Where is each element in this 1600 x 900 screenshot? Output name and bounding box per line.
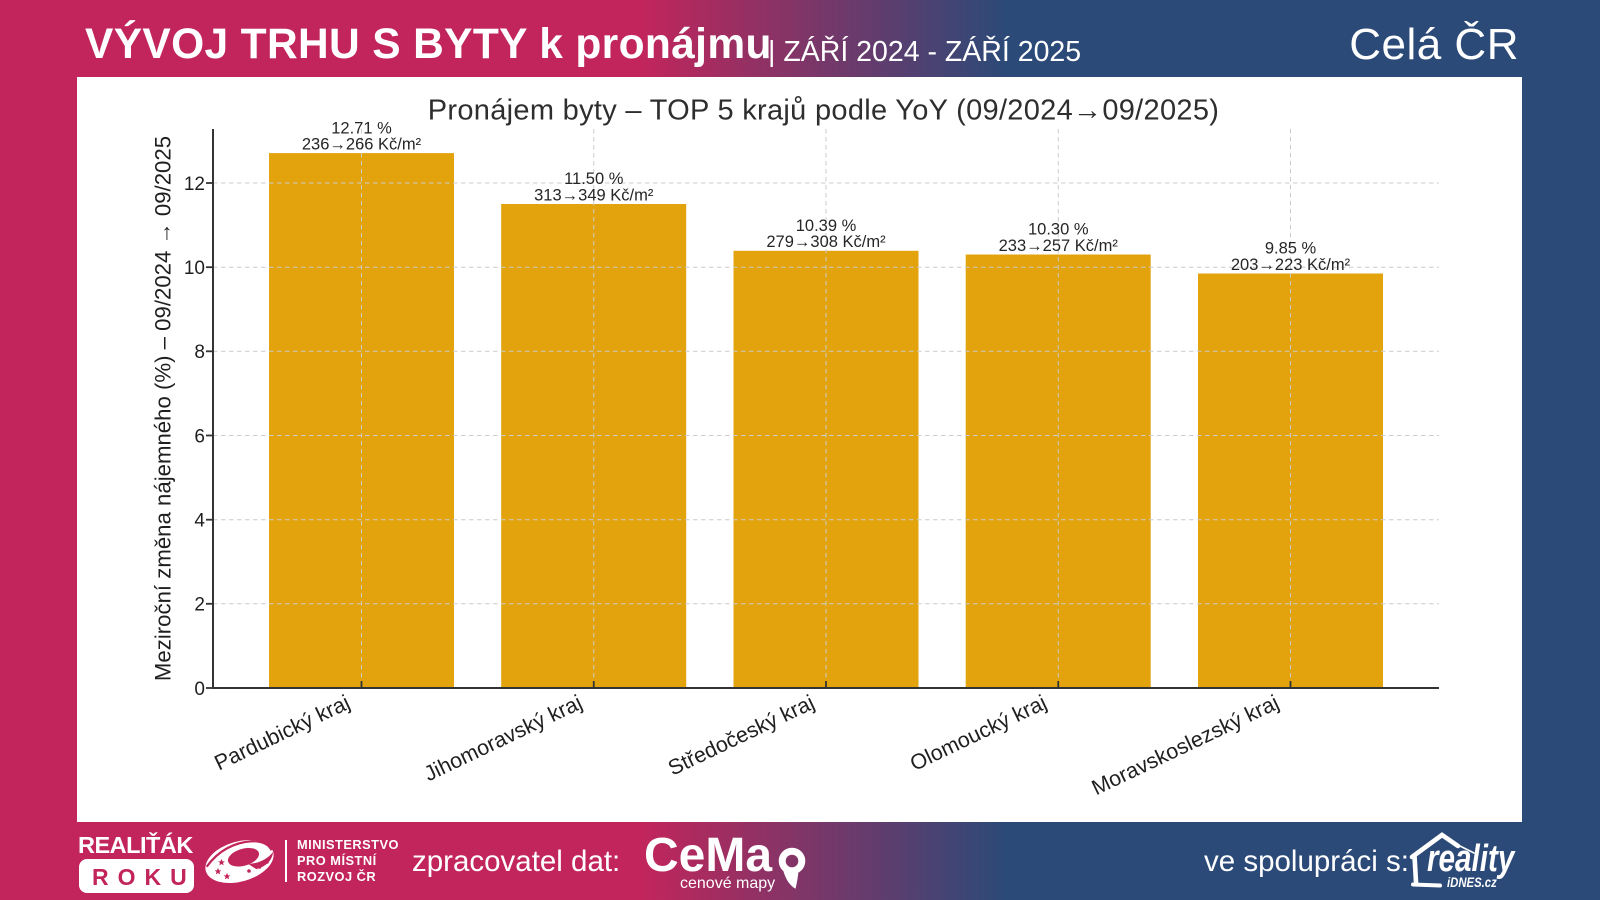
svg-text:6: 6 — [194, 426, 205, 447]
svg-text:9.85 %: 9.85 % — [1265, 240, 1317, 258]
svg-text:10.39 %: 10.39 % — [796, 217, 857, 235]
svg-text:Meziroční změna nájemného (%): Meziroční změna nájemného (%) – 09/2024 … — [151, 136, 176, 681]
svg-text:233→257 Kč/m²: 233→257 Kč/m² — [999, 237, 1119, 255]
svg-text:12.71 %: 12.71 % — [331, 119, 392, 137]
svg-text:Jihomoravský kraj: Jihomoravský kraj — [420, 690, 586, 786]
svg-text:Středočeský kraj: Středočeský kraj — [664, 690, 818, 780]
svg-text:279→308 Kč/m²: 279→308 Kč/m² — [766, 233, 886, 251]
svg-text:Pronájem byty – TOP 5 krajů po: Pronájem byty – TOP 5 krajů podle YoY (0… — [428, 95, 1219, 127]
svg-text:0: 0 — [194, 679, 205, 700]
svg-text:2: 2 — [194, 595, 205, 616]
svg-text:8: 8 — [194, 342, 205, 363]
svg-text:203→223 Kč/m²: 203→223 Kč/m² — [1231, 256, 1351, 274]
svg-text:Olomoucký kraj: Olomoucký kraj — [906, 690, 1050, 775]
svg-text:10: 10 — [184, 258, 205, 279]
svg-text:313→349 Kč/m²: 313→349 Kč/m² — [534, 186, 654, 204]
svg-text:Moravskoslezský kraj: Moravskoslezský kraj — [1088, 690, 1283, 800]
svg-text:236→266 Kč/m²: 236→266 Kč/m² — [302, 136, 422, 154]
svg-text:11.50 %: 11.50 % — [564, 170, 624, 188]
svg-text:10.30 %: 10.30 % — [1028, 221, 1089, 239]
svg-text:Pardubický kraj: Pardubický kraj — [211, 690, 354, 775]
svg-text:4: 4 — [194, 511, 205, 532]
svg-text:12: 12 — [184, 174, 205, 195]
